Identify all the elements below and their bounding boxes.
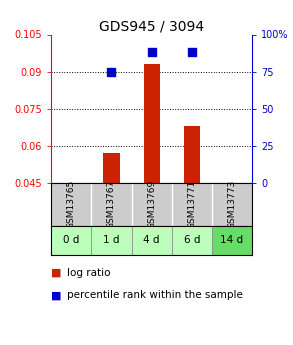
Text: 1 d: 1 d bbox=[103, 235, 120, 245]
Text: GSM13765: GSM13765 bbox=[67, 180, 76, 229]
Text: GSM13771: GSM13771 bbox=[187, 180, 196, 229]
Text: 0 d: 0 d bbox=[63, 235, 79, 245]
Point bbox=[149, 50, 154, 55]
Title: GDS945 / 3094: GDS945 / 3094 bbox=[99, 19, 204, 33]
Text: 4 d: 4 d bbox=[143, 235, 160, 245]
Bar bbox=[51, 226, 91, 255]
Text: GSM13769: GSM13769 bbox=[147, 180, 156, 229]
Text: 6 d: 6 d bbox=[183, 235, 200, 245]
Text: log ratio: log ratio bbox=[67, 268, 111, 278]
Bar bbox=[144, 64, 160, 183]
Bar bbox=[91, 226, 132, 255]
Point bbox=[109, 69, 114, 75]
Bar bbox=[132, 226, 172, 255]
Text: ■: ■ bbox=[51, 268, 62, 278]
Bar bbox=[172, 226, 212, 255]
Point bbox=[190, 50, 194, 55]
Text: 14 d: 14 d bbox=[220, 235, 243, 245]
Text: percentile rank within the sample: percentile rank within the sample bbox=[67, 290, 243, 300]
Bar bbox=[184, 126, 200, 183]
Text: GSM13767: GSM13767 bbox=[107, 180, 116, 229]
Bar bbox=[103, 154, 120, 183]
Text: ■: ■ bbox=[51, 290, 62, 300]
Text: GSM13773: GSM13773 bbox=[227, 180, 236, 229]
Bar bbox=[212, 226, 252, 255]
